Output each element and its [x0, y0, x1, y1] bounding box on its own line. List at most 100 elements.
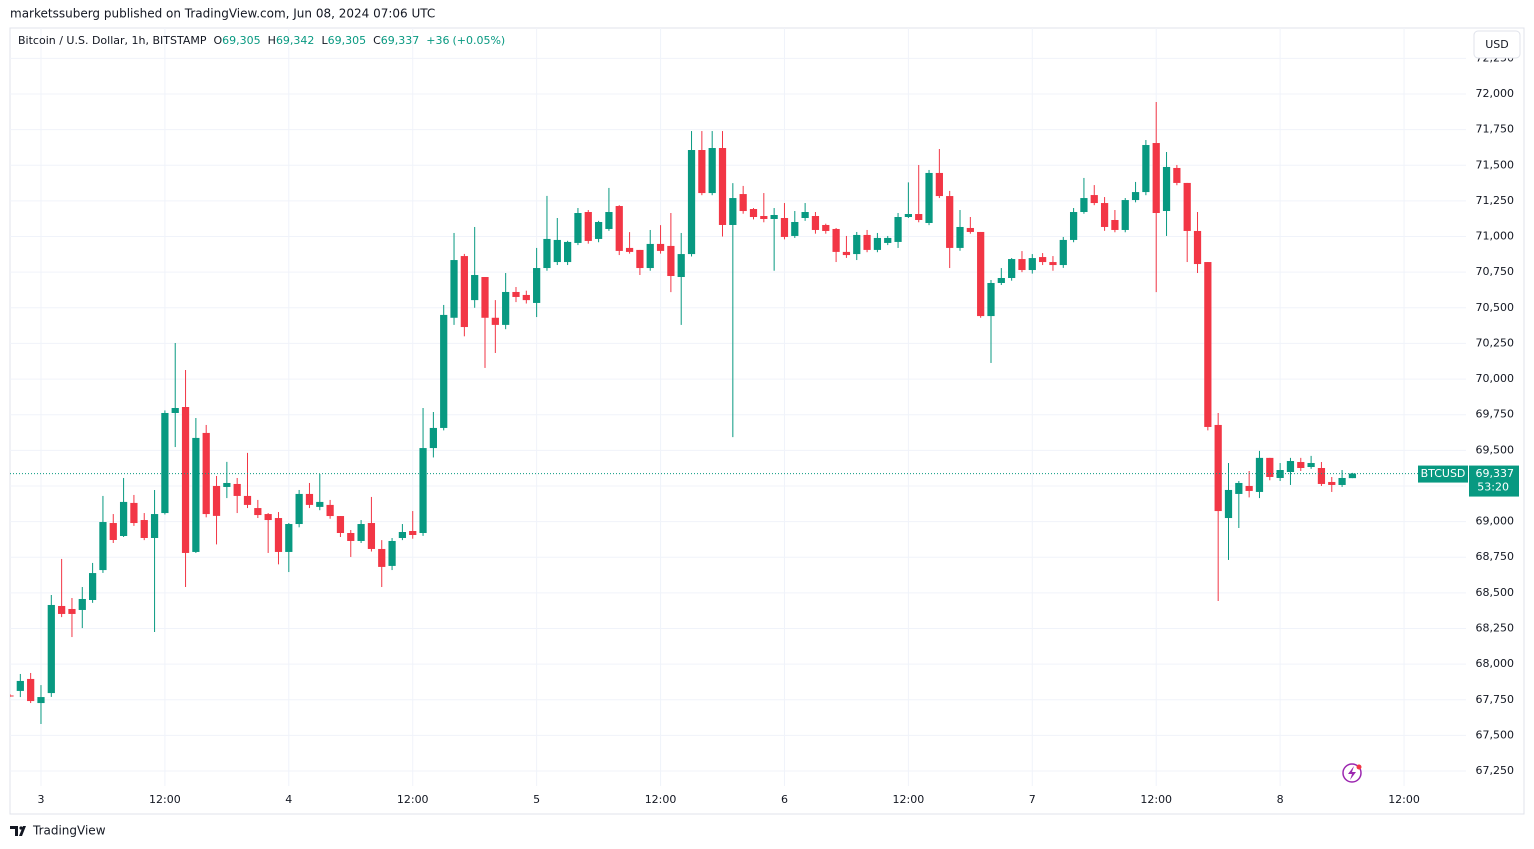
currency-button[interactable]: USD	[1473, 30, 1521, 59]
candle-body	[956, 226, 964, 248]
y-tick-label: 71,250	[1476, 194, 1515, 207]
publisher-line: marketssuberg published on TradingView.c…	[10, 7, 435, 21]
candle-body	[99, 522, 107, 571]
lightning-bolt[interactable]	[1348, 766, 1356, 780]
candle-body	[460, 256, 468, 328]
candle-body	[1018, 259, 1026, 271]
candle-body	[88, 573, 97, 600]
candle-body	[1162, 166, 1171, 212]
candle-body	[966, 227, 974, 232]
candle-body	[295, 493, 303, 525]
candle-body	[925, 172, 933, 223]
candle-body	[512, 291, 520, 297]
candle-body	[522, 294, 530, 301]
candle-body	[915, 214, 923, 220]
candle-body	[1131, 192, 1140, 201]
candle-body	[1173, 167, 1181, 183]
candle-body	[884, 237, 892, 243]
candle-body	[1142, 145, 1150, 193]
candle-body	[853, 234, 861, 255]
candle-body	[1255, 457, 1264, 492]
y-tick-label: 71,000	[1476, 230, 1515, 243]
candle-body	[997, 278, 1005, 283]
candle-body	[801, 212, 809, 218]
candle-body	[243, 495, 252, 505]
candle-body	[305, 493, 314, 505]
candle-body	[780, 217, 789, 237]
candle-body	[1338, 477, 1346, 485]
price-tag-countdown: 53:20	[1477, 481, 1509, 494]
candle-body	[347, 533, 355, 541]
candle-body	[398, 532, 407, 538]
candle-body	[212, 485, 221, 516]
currency-button-label[interactable]: USD	[1485, 38, 1509, 51]
candle-body	[1090, 195, 1098, 204]
y-tick-label: 72,000	[1476, 87, 1515, 100]
candle-body	[646, 243, 654, 269]
footer-brand[interactable]: TradingView	[10, 824, 106, 838]
y-tick-label: 70,500	[1476, 301, 1515, 314]
candle-body	[739, 194, 747, 212]
quote-label: O	[213, 34, 222, 47]
candle-body	[1348, 473, 1357, 479]
candle-body	[625, 247, 634, 252]
candle-body	[687, 150, 696, 255]
candle-body	[1224, 489, 1233, 519]
candle-body	[708, 148, 716, 194]
grid	[10, 28, 1466, 786]
candle-body	[677, 254, 685, 278]
candle-body	[749, 209, 758, 218]
candle-body	[1286, 461, 1295, 472]
candle-body	[656, 243, 665, 251]
candle-body	[1069, 212, 1078, 240]
lightning-icon[interactable]	[1342, 763, 1362, 783]
candle-body	[770, 215, 778, 219]
y-tick-label: 70,250	[1476, 336, 1515, 349]
candle-body	[429, 427, 437, 449]
price-tag-value: 69,337	[1476, 467, 1515, 480]
candle-body	[254, 508, 262, 516]
overlay: 67,250 67,500 67,750 68,000 68,250 68,500 68,7…	[10, 51, 1519, 806]
x-tick-label: 12:00	[645, 793, 677, 806]
candle-body	[698, 150, 706, 194]
candle-body	[873, 237, 882, 250]
y-tick-label: 71,500	[1476, 158, 1515, 171]
candle-body	[1121, 200, 1129, 230]
candle-body	[1307, 463, 1315, 468]
candle-body	[1111, 219, 1119, 230]
brand-name[interactable]: TradingView	[32, 824, 106, 838]
candle-body	[440, 314, 448, 428]
candle-body	[450, 260, 458, 318]
candle-body	[605, 212, 613, 229]
x-tick-label: 12:00	[149, 793, 181, 806]
candle-body	[1183, 182, 1191, 231]
candle-body	[811, 216, 820, 230]
candle-body	[161, 412, 169, 514]
candle-body	[987, 282, 995, 317]
candle-body	[1028, 258, 1036, 271]
candle-body	[729, 198, 737, 225]
candle-body	[37, 697, 45, 704]
candle-body	[977, 231, 985, 317]
x-tick-label: 12:00	[1388, 793, 1420, 806]
candle-body	[564, 241, 572, 263]
candle-body	[202, 432, 210, 515]
quote-value: 69,305	[222, 34, 261, 47]
candle-body	[336, 516, 345, 534]
candle-body	[502, 291, 510, 325]
candle-body	[419, 448, 427, 534]
candle-body	[367, 523, 376, 549]
candle-body	[388, 540, 396, 566]
currency-button-box[interactable]	[1473, 30, 1521, 59]
y-tick-label: 68,500	[1476, 586, 1515, 599]
candle-body	[760, 216, 768, 219]
candle-body	[150, 514, 159, 538]
x-tick-label: 4	[285, 793, 292, 806]
candle-body	[1039, 257, 1047, 263]
candle-body	[1235, 482, 1243, 494]
candle-body	[274, 518, 283, 552]
candle-body	[1152, 143, 1160, 214]
candle-body	[1080, 198, 1088, 213]
candle-body	[553, 239, 561, 263]
